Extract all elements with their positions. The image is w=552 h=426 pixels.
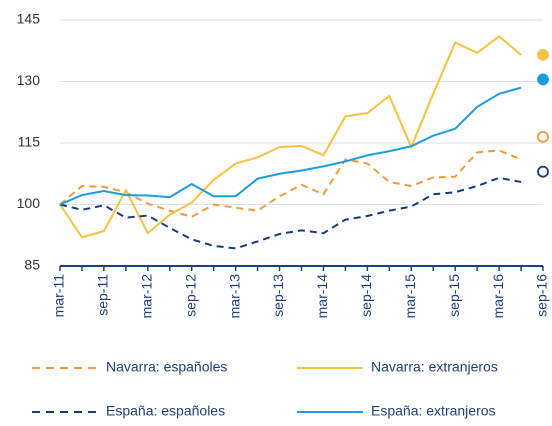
end-point <box>537 130 549 143</box>
y-tick-label: 85 <box>24 257 40 273</box>
legend-label: Navarra: extranjeros <box>371 359 498 375</box>
y-tick-label: 145 <box>17 11 41 27</box>
series-line <box>59 149 522 218</box>
series-line <box>59 35 522 239</box>
x-tick-label: sep-12 <box>182 274 198 317</box>
x-tick-label: mar-15 <box>402 274 418 319</box>
y-tick-label: 130 <box>17 72 41 88</box>
x-tick-label: mar-11 <box>51 274 67 318</box>
series-line <box>59 86 522 206</box>
x-tick-label: mar-13 <box>226 274 242 319</box>
x-tick-label: sep-15 <box>446 274 462 317</box>
end-point <box>537 73 549 86</box>
legend-label: España: extranjeros <box>371 403 496 419</box>
x-tick-label: mar-14 <box>314 274 330 319</box>
x-tick-label: sep-16 <box>534 274 550 317</box>
x-tick-label: sep-11 <box>95 274 111 316</box>
end-point <box>537 48 549 61</box>
x-tick-label: mar-12 <box>139 274 155 319</box>
y-tick-label: 100 <box>17 195 41 211</box>
legend-label: España: españoles <box>106 403 225 419</box>
end-point <box>537 165 549 178</box>
y-tick-label: 115 <box>18 134 41 150</box>
legend-label: Navarra: españoles <box>106 359 227 375</box>
x-tick-label: sep-14 <box>358 274 374 317</box>
series-line <box>59 176 522 250</box>
x-tick-label: mar-16 <box>490 274 506 319</box>
x-tick-label: sep-13 <box>270 274 286 317</box>
